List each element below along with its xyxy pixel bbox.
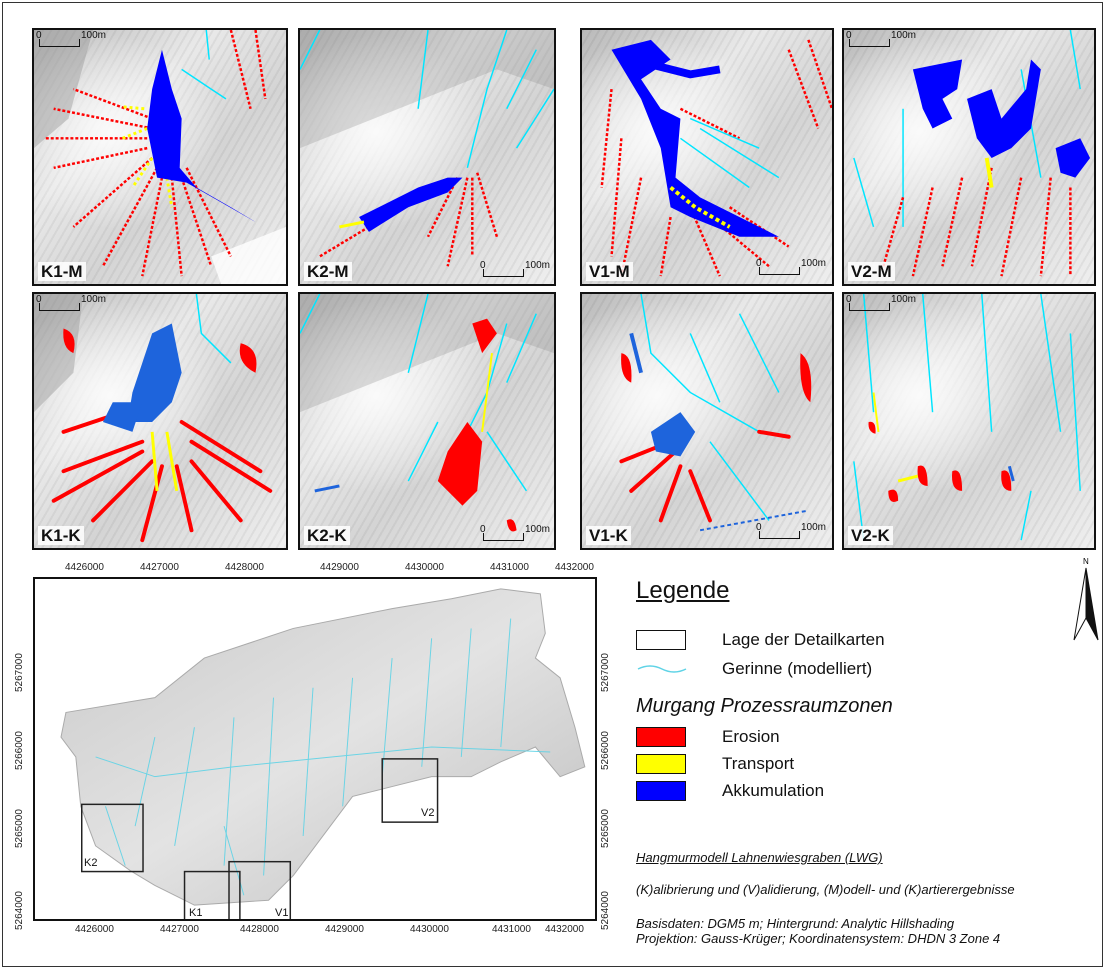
panel-label: K2-K (304, 526, 350, 545)
legend-label: Erosion (722, 727, 780, 746)
legend-label: Gerinne (modelliert) (722, 659, 873, 678)
map-panel-v2k: 0 100m V2-K (842, 292, 1096, 550)
scale-distance: 100m (524, 260, 550, 271)
scale-zero: 0 (846, 294, 852, 305)
x-tick: 4428000 (225, 562, 264, 573)
scale-bar: 0 100m (480, 524, 550, 544)
y-tick: 5267000 (600, 653, 611, 692)
x-tick: 4430000 (410, 924, 449, 935)
x-tick: 4427000 (140, 562, 179, 573)
scale-bar: 0 100m (480, 260, 550, 280)
scale-distance: 100m (524, 524, 550, 535)
detail-map-swatch (636, 630, 686, 650)
accumulation-swatch (636, 781, 686, 801)
map-v1m (600, 39, 832, 277)
y-tick: 5266000 (600, 731, 611, 770)
north-arrow: N (1073, 557, 1099, 641)
scale-zero: 0 (480, 524, 486, 535)
info-line-2: Basisdaten: DGM5 m; Hintergrund: Analyti… (636, 916, 955, 931)
x-tick: 4431000 (490, 562, 529, 573)
y-tick: 5264000 (600, 891, 611, 930)
map-panel-k1k: 0 100m K1-K (32, 292, 288, 550)
north-label: N (1083, 557, 1089, 566)
map-panel-v1k: 0 100m V1-K (580, 292, 834, 550)
legend-label: Lage der Detailkarten (722, 630, 885, 649)
map-k2k (300, 294, 554, 532)
x-tick: 4431000 (492, 924, 531, 935)
info-line-3: Projektion: Gauss-Krüger; Koordinatensys… (636, 931, 1001, 946)
y-tick: 5265000 (14, 809, 25, 848)
y-tick: 5265000 (600, 809, 611, 848)
legend-zones-title: Murgang Prozessraumzonen (636, 695, 893, 717)
x-tick: 4427000 (160, 924, 199, 935)
detail-box-v2 (381, 758, 439, 823)
scale-distance: 100m (890, 30, 916, 41)
panel-label: V2-K (848, 526, 893, 545)
x-tick: 4426000 (75, 924, 114, 935)
scale-zero: 0 (480, 260, 486, 271)
y-tick: 5267000 (14, 653, 25, 692)
panel-label: V1-M (586, 262, 633, 281)
x-tick: 4432000 (545, 924, 584, 935)
scale-bar: 0 100m (846, 30, 916, 50)
panel-label: V1-K (586, 526, 631, 545)
map-k2m (300, 30, 554, 267)
map-panel-v1m: 0 100m V1-M (580, 28, 834, 286)
info-line-1: (K)alibrierung und (V)alidierung, (M)ode… (636, 882, 1015, 897)
detail-box-label: K2 (84, 857, 98, 869)
scale-distance: 100m (80, 30, 106, 41)
erosion-swatch (636, 727, 686, 747)
x-tick: 4426000 (65, 562, 104, 573)
detail-box-k1 (183, 870, 241, 919)
detail-box-v1 (228, 860, 292, 919)
x-tick: 4429000 (325, 924, 364, 935)
x-tick: 4428000 (240, 924, 279, 935)
scale-bar: 0 100m (846, 294, 916, 314)
scale-zero: 0 (756, 522, 762, 533)
panel-label: K1-M (38, 262, 86, 281)
map-k1m (34, 30, 286, 284)
map-panel-v2m: 0 100m V2-M (842, 28, 1096, 286)
detail-box-label: K1 (189, 907, 203, 919)
overview-terrain (60, 588, 586, 919)
x-tick: 4430000 (405, 562, 444, 573)
scale-bar: 0 100m (36, 294, 106, 314)
channel-line-swatch (637, 665, 687, 673)
detail-box-label: V1 (275, 907, 289, 919)
scale-distance: 100m (890, 294, 916, 305)
x-tick: 4429000 (320, 562, 359, 573)
legend-label: Transport (722, 754, 795, 773)
map-v2m (853, 30, 1091, 277)
panel-label: V2-M (848, 262, 895, 281)
scale-bar: 0 100m (756, 258, 826, 278)
scale-distance: 100m (800, 522, 826, 533)
map-v2k (853, 294, 1081, 541)
x-tick: 4432000 (555, 562, 594, 573)
overview-map: K2 V2 K1 V1 (33, 577, 597, 921)
y-tick: 5264000 (14, 891, 25, 930)
panel-label: K1-K (38, 526, 84, 545)
detail-box-label: V2 (421, 807, 435, 819)
scale-zero: 0 (36, 294, 42, 305)
scale-distance: 100m (80, 294, 106, 305)
scale-distance: 100m (800, 258, 826, 269)
map-panel-k2m: 0 100m K2-M (298, 28, 556, 286)
legend-label: Akkumulation (722, 781, 825, 800)
panel-label: K2-M (304, 262, 352, 281)
scale-zero: 0 (36, 30, 42, 41)
map-panel-k1m: 0 100m K1-M (32, 28, 288, 286)
project-title: Hangmurmodell Lahnenwiesgraben (LWG) (636, 850, 883, 865)
map-v1k (619, 294, 812, 532)
scale-zero: 0 (846, 30, 852, 41)
legend-title: Legende (636, 577, 730, 604)
y-tick: 5266000 (14, 731, 25, 770)
scale-bar: 0 100m (36, 30, 106, 50)
transport-swatch (636, 754, 686, 774)
detail-box-k2 (81, 803, 144, 873)
scale-zero: 0 (756, 258, 762, 269)
map-k1k (34, 294, 273, 543)
scale-bar: 0 100m (756, 522, 826, 542)
map-panel-k2k: 0 100m K2-K (298, 292, 556, 550)
